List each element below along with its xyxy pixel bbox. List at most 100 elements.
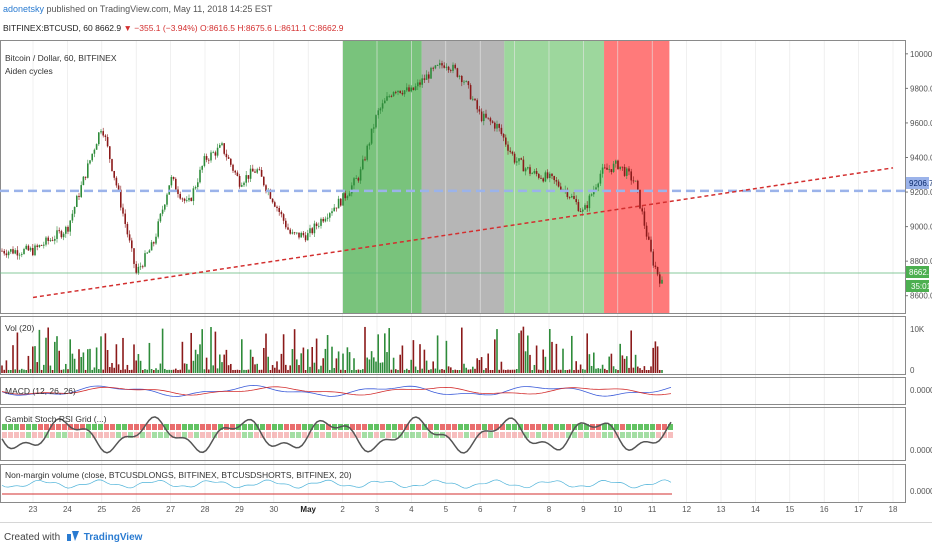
candle-body (661, 279, 663, 284)
stoch-grid-cell (212, 432, 217, 438)
chart-canvas[interactable]: 10000.0 9800.0 9600.0 9400.0 9200.0 9000.0 880… (0, 0, 932, 522)
time-label: 2 (340, 505, 345, 514)
candle-body (331, 211, 333, 214)
candle-body (632, 180, 635, 182)
volume-bar (309, 366, 311, 373)
candle-body (472, 98, 474, 100)
stoch-grid-cell (80, 424, 85, 430)
author-link[interactable]: adonetsky (3, 4, 45, 14)
candle-body (265, 185, 267, 192)
candle-body (159, 213, 162, 222)
candle-body (150, 242, 153, 251)
candle-body (441, 63, 443, 66)
volume-bar (122, 337, 124, 373)
stoch-grid-cell (98, 424, 103, 430)
volume-bar (245, 369, 247, 373)
volume-bar (500, 361, 503, 373)
candle-body (390, 96, 393, 98)
volume-bar (599, 368, 602, 373)
candle-body (278, 208, 280, 212)
candle-body (106, 137, 109, 147)
volume-bar (170, 369, 173, 373)
volume-bar (384, 333, 386, 373)
time-label: 11 (648, 505, 657, 514)
stoch-grid-cell (116, 424, 121, 430)
candle-body (392, 91, 395, 97)
candle-body (527, 167, 529, 169)
candle-body (82, 176, 85, 186)
volume-bar (18, 369, 21, 373)
level-tag-text: 9206.7 (909, 179, 932, 188)
candle-body (126, 223, 129, 235)
stoch-grid-cell (554, 424, 559, 430)
pane-frame (0, 40, 906, 314)
stoch-grid-cell (386, 432, 391, 438)
tradingview-brand[interactable]: TradingView (83, 532, 143, 543)
volume-bar (100, 336, 102, 373)
stoch-grid-cell (350, 424, 355, 430)
stoch-grid-cell (632, 432, 637, 438)
gambit-pane-title[interactable]: Gambit Stoch RSI Grid (...) (5, 414, 107, 424)
candle-body (142, 266, 144, 268)
volume-bar (417, 369, 419, 373)
stoch-grid-cell (104, 432, 109, 438)
symbol-label[interactable]: BITFINEX:BTCUSD, 60 (3, 23, 93, 33)
volume-bar (51, 369, 54, 373)
candle-body (113, 170, 115, 178)
candle-body (428, 74, 430, 79)
stoch-grid-cell (608, 432, 613, 438)
volume-bar (14, 369, 16, 373)
price-axis: 10000.0 9800.0 9600.0 9400.0 9200.0 9000.0 880… (905, 50, 932, 301)
candle-body (84, 176, 87, 178)
candle-body (637, 180, 639, 190)
volume-bar (95, 347, 98, 373)
indicator-title[interactable]: Aiden cycles (5, 66, 53, 76)
nonmargin-pane-title[interactable]: Non-margin volume (close, BTCUSDLONGS, B… (5, 470, 352, 480)
volume-bar (454, 369, 456, 373)
volume-bar (423, 349, 426, 373)
stoch-grid-cell (128, 432, 133, 438)
volume-bar (421, 368, 423, 373)
volume-bar (527, 335, 529, 373)
volume-bar (256, 363, 258, 373)
volume-bar (311, 347, 313, 373)
stoch-grid-cell (218, 432, 223, 438)
volume-bar (183, 363, 186, 373)
volume-bar (21, 368, 23, 373)
stoch-grid-cell (392, 424, 397, 430)
candle-body (529, 167, 531, 174)
volume-bar (509, 369, 511, 373)
macd-pane-title[interactable]: MACD (12, 26, 26) (5, 386, 76, 396)
stoch-grid-cell (368, 424, 373, 430)
candle-body (344, 193, 346, 199)
stoch-grid-cell (314, 432, 319, 438)
volume-bar (628, 367, 630, 373)
stoch-grid-cell (662, 432, 667, 438)
candle-body (335, 207, 338, 209)
volume-bar (29, 369, 32, 373)
stoch-grid-cell (74, 432, 79, 438)
volume-bar (172, 369, 175, 373)
volume-pane-title[interactable]: Vol (20) (5, 323, 34, 333)
volume-bar (441, 369, 443, 373)
candle-body (648, 236, 650, 240)
stoch-grid-cell (170, 432, 175, 438)
candle-body (232, 164, 234, 171)
time-label: 25 (97, 505, 106, 514)
stoch-grid-cell (74, 424, 79, 430)
candle-body (386, 96, 388, 101)
volume-bar (302, 347, 305, 373)
candle-body (76, 195, 78, 207)
candle-body (494, 122, 496, 129)
stoch-grid-cell (146, 424, 151, 430)
volume-bar (252, 356, 254, 373)
stoch-grid-cell (530, 432, 535, 438)
volume-bar (373, 357, 375, 373)
stoch-grid-cell (356, 424, 361, 430)
candle-body (498, 123, 500, 128)
volume-bar (656, 346, 659, 373)
stoch-grid-cell (296, 432, 301, 438)
volume-bar (192, 360, 195, 373)
volume-bar (529, 354, 531, 373)
volume-bar (289, 365, 291, 373)
